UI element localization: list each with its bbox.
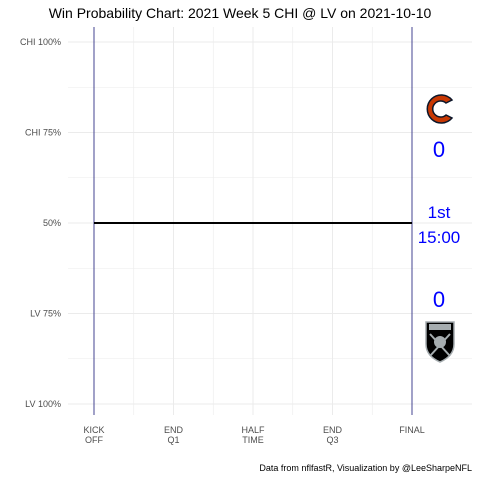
game-quarter: 1st (428, 203, 451, 222)
y-tick-label: 50% (43, 218, 61, 228)
bears-logo-icon (426, 94, 454, 124)
x-tick-label: HALF TIME (241, 425, 265, 445)
away-team-score: 0 (433, 137, 445, 162)
game-boundary-lines (93, 27, 413, 415)
x-axis-tick-labels: KICK OFF END Q1 HALF TIME END Q3 FINAL (83, 425, 424, 445)
raiders-logo-icon (425, 321, 455, 363)
grid-lines (68, 27, 472, 415)
y-tick-label: LV 75% (30, 309, 61, 319)
x-tick-label: END Q3 (323, 425, 343, 445)
x-tick-label: KICK OFF (83, 425, 104, 445)
x-tick-label: FINAL (399, 425, 425, 435)
y-tick-label: LV 100% (25, 399, 61, 409)
y-axis-tick-labels: CHI 100% CHI 75% 50% LV 75% LV 100% (20, 37, 61, 409)
chart-caption: Data from nflfastR, Visualization by @Le… (259, 463, 472, 473)
home-team-score: 0 (433, 287, 445, 312)
x-tick-label: END Q1 (164, 425, 184, 445)
y-tick-label: CHI 75% (25, 128, 61, 138)
y-tick-label: CHI 100% (20, 37, 61, 47)
chart-title: Win Probability Chart: 2021 Week 5 CHI @… (49, 5, 432, 21)
game-clock: 15:00 (418, 228, 461, 247)
